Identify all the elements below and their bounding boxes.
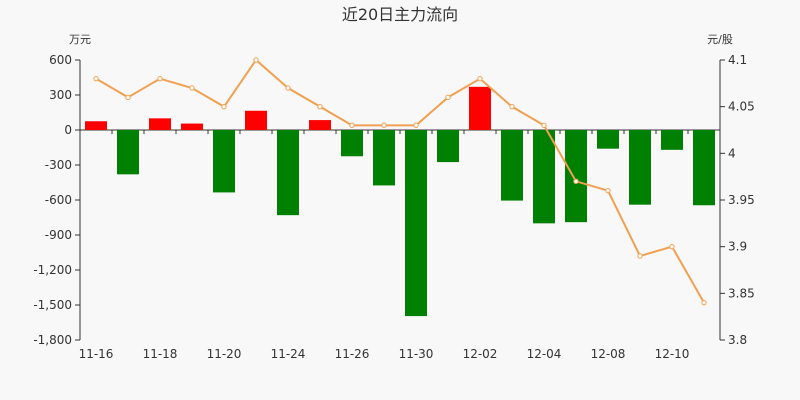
x-tick-label: 11-24 (271, 347, 306, 361)
axes (75, 59, 725, 341)
price-point (413, 122, 419, 129)
x-tick-label: 11-20 (207, 347, 242, 361)
price-point (445, 94, 451, 101)
price-point (349, 122, 355, 129)
price-point (285, 85, 291, 91)
left-tick-label: -1,800 (33, 333, 72, 347)
left-tick-label: 600 (49, 53, 72, 67)
right-tick-label: 4 (728, 146, 736, 160)
right-tick-label: 4.1 (728, 53, 747, 67)
flow-bar (213, 130, 235, 193)
left-tick-label: 300 (49, 88, 72, 102)
price-line (95, 58, 705, 304)
right-tick-label: 3.8 (728, 333, 747, 347)
x-tick-label: 12-04 (527, 347, 562, 361)
left-tick-label: -900 (45, 228, 72, 242)
flow-bar (117, 130, 139, 175)
x-tick-label: 11-30 (399, 347, 434, 361)
left-axis-unit: 万元 (69, 33, 91, 46)
flow-bar (629, 130, 651, 205)
left-tick-label: 0 (64, 123, 72, 137)
price-point (477, 75, 483, 82)
left-tick-label: -1,500 (33, 298, 72, 312)
price-point (93, 75, 99, 82)
right-axis-unit: 元/股 (707, 33, 733, 46)
price-point (381, 122, 387, 129)
price-point (125, 94, 131, 101)
flow-bar (661, 130, 683, 150)
flow-bar (277, 130, 299, 216)
flow-bar (181, 123, 203, 130)
price-point (221, 103, 227, 110)
flow-bar (693, 130, 715, 206)
x-tick-label: 11-16 (79, 347, 114, 361)
left-tick-label: -300 (45, 158, 72, 172)
x-tick-label: 12-08 (591, 347, 626, 361)
price-point (637, 253, 643, 259)
price-point (157, 75, 163, 82)
price-point (701, 299, 707, 306)
price-point (317, 103, 323, 110)
flow-bar (533, 130, 555, 224)
flow-bar (565, 130, 587, 223)
price-line-series (93, 57, 707, 306)
x-tick-label: 11-18 (143, 347, 178, 361)
flow-bar (405, 130, 427, 317)
flow-bar (149, 118, 171, 130)
flow-bar (309, 120, 331, 130)
x-tick-label: 11-26 (335, 347, 370, 361)
price-point (509, 103, 515, 110)
left-tick-label: -600 (45, 193, 72, 207)
right-tick-label: 3.9 (728, 240, 747, 254)
x-tick-label: 12-02 (463, 347, 498, 361)
flow-bar (469, 86, 491, 130)
flow-bar (597, 130, 619, 149)
right-tick-label: 4.05 (728, 100, 755, 114)
price-point (189, 85, 195, 91)
left-tick-label: -1,200 (33, 263, 72, 277)
price-point (541, 122, 547, 129)
price-point (253, 57, 259, 63)
x-tick-label: 12-10 (655, 347, 690, 361)
price-point (605, 187, 611, 194)
tick-labels: 600 300 0 -300 -600 -900 -1,200 -1,500 -1,800 4.1… (33, 53, 754, 361)
chart-title: 近20日主力流向 (342, 5, 458, 24)
flow-bar (501, 130, 523, 201)
flow-bar (373, 130, 395, 186)
right-tick-label: 3.95 (728, 193, 755, 207)
bar-series (85, 86, 715, 317)
price-point (573, 178, 579, 185)
right-tick-label: 3.85 (728, 286, 755, 300)
flow-bar (245, 110, 267, 130)
flow-bar (437, 130, 459, 163)
price-point (669, 243, 675, 250)
flow-bar (85, 121, 107, 130)
flow-bar (341, 130, 363, 157)
